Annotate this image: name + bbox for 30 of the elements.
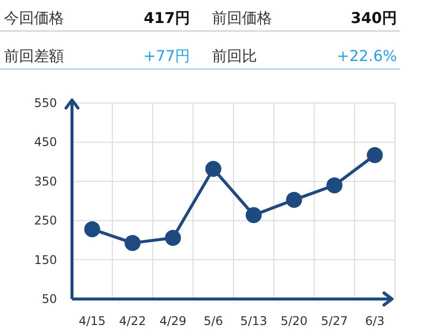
- point: [246, 207, 262, 224]
- x-tick-label: 4/29: [159, 314, 186, 328]
- text: +77円: [143, 47, 190, 65]
- x-tick-label: 5/27: [320, 314, 348, 328]
- y-tick-label: 150: [34, 252, 57, 267]
- x-tick-label: 6/3: [365, 314, 384, 328]
- text: 前回価格: [212, 9, 272, 27]
- point: [84, 221, 100, 238]
- x-tick-label: 5/13: [240, 314, 268, 328]
- text: +22.6%: [336, 47, 397, 65]
- point: [164, 230, 181, 246]
- text: 417円: [144, 9, 190, 27]
- text: 今回価格: [4, 9, 64, 27]
- text: 前回比: [212, 47, 257, 65]
- y-tick-label: 450: [34, 135, 57, 150]
- point: [366, 147, 383, 164]
- x-tick-label: 4/15: [78, 314, 106, 328]
- text: 340円: [350, 9, 397, 27]
- y-tick-label: 550: [34, 96, 57, 110]
- point: [205, 160, 222, 177]
- x-tick-label: 5/6: [204, 314, 223, 328]
- point: [124, 234, 141, 251]
- x-tick-label: 4/22: [119, 314, 146, 328]
- text: 前回差額: [4, 47, 64, 65]
- y-tick-label: 350: [34, 174, 57, 188]
- y-tick-label: 250: [34, 214, 57, 228]
- y-tick-label: 50: [42, 292, 57, 306]
- x-tick-label: 5/20: [280, 314, 308, 328]
- point: [286, 192, 302, 208]
- point: [326, 177, 342, 194]
